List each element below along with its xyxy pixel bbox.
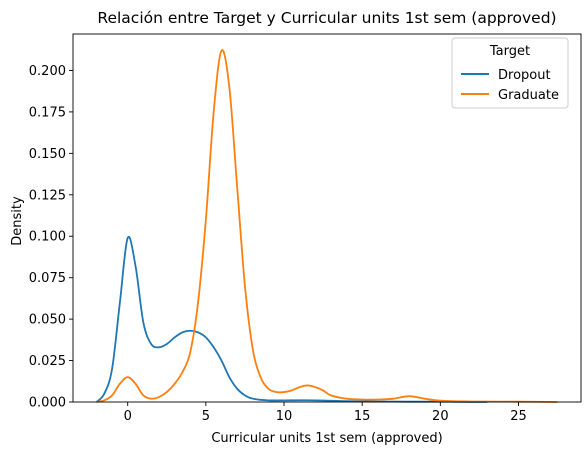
x-tick-label: 5 [202, 409, 210, 424]
y-tick-label: 0.200 [29, 64, 66, 79]
series-line-graduate [96, 49, 558, 403]
series-line-dropout [95, 235, 488, 403]
x-tick-label: 15 [354, 409, 371, 424]
y-tick-label: 0.000 [29, 396, 66, 411]
x-tick-label: 10 [276, 409, 293, 424]
x-tick-label: 20 [432, 409, 449, 424]
y-tick-label: 0.150 [29, 147, 66, 162]
axes-frame [72, 33, 582, 403]
y-axis: 0.000 0.025 0.050 0.075 0.100 0.125 0.150 0.175… [29, 64, 73, 411]
y-axis-label: Density [10, 196, 25, 246]
y-tick-label: 0.050 [29, 313, 66, 328]
legend-title: Target [489, 44, 530, 59]
y-tick-label: 0.175 [29, 105, 66, 120]
legend: Target Dropout Graduate [451, 37, 569, 109]
y-tick-label: 0.100 [29, 230, 66, 245]
y-tick-label: 0.075 [29, 271, 66, 286]
legend-label-dropout: Dropout [498, 68, 551, 83]
x-axis: 0 5 10 15 20 25 [124, 402, 527, 424]
x-axis-label: Curricular units 1st sem (approved) [211, 431, 442, 446]
y-tick-label: 0.025 [29, 354, 66, 369]
y-tick-label: 0.125 [29, 188, 66, 203]
legend-label-graduate: Graduate [498, 88, 559, 103]
legend-box [451, 37, 569, 109]
x-tick-label: 25 [510, 409, 527, 424]
chart-title: Relación entre Target y Curricular units… [97, 9, 556, 27]
x-tick-label: 0 [124, 409, 132, 424]
plot-lines [95, 49, 558, 403]
